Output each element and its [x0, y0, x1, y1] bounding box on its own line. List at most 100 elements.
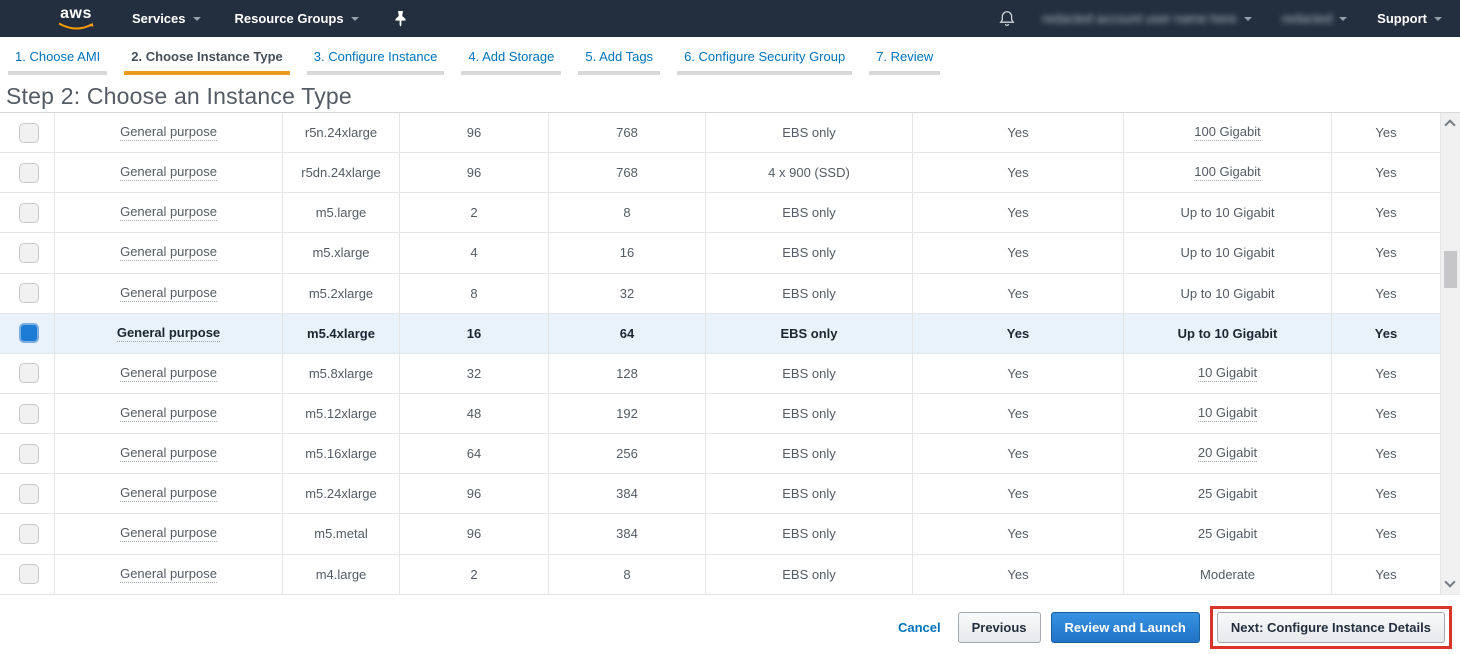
instance-type-cell: m5.metal	[283, 514, 400, 554]
ipv6-support-cell: Yes	[1332, 113, 1441, 153]
instance-storage-cell: EBS only	[706, 113, 913, 153]
table-row[interactable]: General purpose r5dn.24xlarge 96 768 4 x…	[0, 153, 1441, 194]
wizard-tab-1[interactable]: 1. Choose AMI	[8, 43, 108, 75]
support-menu[interactable]: Support	[1377, 11, 1442, 26]
row-select-checkbox[interactable]	[19, 564, 39, 585]
network-performance-cell: Up to 10 Gigabit	[1124, 273, 1332, 313]
previous-button[interactable]: Previous	[957, 612, 1041, 643]
notifications-button[interactable]	[998, 9, 1016, 28]
family-tooltip-text: General purpose	[120, 204, 217, 222]
table-row[interactable]: General purpose r5n.24xlarge 96 768 EBS …	[0, 113, 1441, 154]
ipv6-support-cell: Yes	[1332, 474, 1441, 514]
table-row[interactable]: General purpose m5.16xlarge 64 256 EBS o…	[0, 434, 1441, 475]
page-title: Step 2: Choose an Instance Type	[6, 83, 352, 109]
network-performance-text: 25 Gigabit	[1197, 486, 1258, 502]
ipv6-support-cell: Yes	[1332, 313, 1441, 353]
chevron-down-icon	[192, 16, 201, 21]
family-cell: General purpose	[55, 113, 283, 153]
row-select-checkbox[interactable]	[19, 443, 39, 464]
wizard-tab-4[interactable]: 4. Add Storage	[461, 43, 562, 75]
pin-icon	[395, 11, 406, 27]
table-row[interactable]: General purpose m5.large 2 8 EBS only Ye…	[0, 193, 1441, 234]
review-and-launch-button[interactable]: Review and Launch	[1050, 612, 1200, 643]
aws-logo-text: aws	[60, 5, 92, 22]
chevron-down-icon	[1243, 16, 1252, 21]
chevron-down-icon	[350, 16, 359, 21]
vcpus-cell: 8	[400, 273, 549, 313]
instance-type-cell: m5.16xlarge	[283, 434, 400, 474]
table-row[interactable]: General purpose m5.12xlarge 48 192 EBS o…	[0, 393, 1441, 435]
table-row[interactable]: General purpose m5.24xlarge 96 384 EBS o…	[0, 474, 1441, 515]
ebs-optimized-cell: Yes	[913, 113, 1124, 153]
network-performance-cell: 25 Gigabit	[1124, 514, 1332, 554]
wizard-tab-label: 5. Add Tags	[585, 49, 654, 64]
scroll-down-arrow-icon[interactable]	[1444, 576, 1456, 588]
row-select-checkbox[interactable]	[19, 323, 39, 344]
row-select-checkbox[interactable]	[19, 122, 39, 143]
scrollbar-thumb[interactable]	[1444, 251, 1457, 288]
instance-storage-cell: EBS only	[706, 313, 913, 353]
ebs-optimized-cell: Yes	[913, 233, 1124, 273]
pin-shortcut-button[interactable]	[393, 10, 408, 27]
memory-cell: 8	[549, 554, 706, 594]
table-row[interactable]: General purpose m4.large 2 8 EBS only Ye…	[0, 554, 1441, 595]
checkbox-cell	[0, 153, 55, 193]
row-select-checkbox[interactable]	[19, 523, 39, 544]
network-performance-text: Moderate	[1200, 566, 1255, 582]
chevron-down-icon	[1339, 16, 1348, 21]
scroll-up-arrow-icon[interactable]	[1444, 119, 1456, 131]
wizard-tab-6[interactable]: 6. Configure Security Group	[677, 43, 853, 75]
ebs-optimized-cell: Yes	[913, 434, 1124, 474]
memory-cell: 192	[549, 393, 706, 434]
network-performance-text: 100 Gigabit	[1194, 124, 1261, 142]
ipv6-support-cell: Yes	[1332, 193, 1441, 233]
vertical-scrollbar[interactable]	[1441, 113, 1460, 594]
row-select-checkbox[interactable]	[19, 283, 39, 304]
row-select-checkbox[interactable]	[19, 483, 39, 504]
memory-cell: 384	[549, 514, 706, 554]
checkbox-cell	[0, 353, 55, 393]
table-row[interactable]: General purpose m5.2xlarge 8 32 EBS only…	[0, 273, 1441, 314]
instance-storage-cell: EBS only	[706, 554, 913, 594]
cancel-link[interactable]: Cancel	[897, 620, 941, 635]
family-cell: General purpose	[55, 353, 283, 393]
wizard-tab-label: 4. Add Storage	[468, 49, 555, 64]
family-cell: General purpose	[55, 554, 283, 594]
region-menu-redacted[interactable]: redacted	[1282, 11, 1348, 26]
ebs-optimized-cell: Yes	[913, 273, 1124, 313]
ebs-optimized-cell: Yes	[913, 313, 1124, 353]
bell-icon	[999, 11, 1015, 26]
services-menu[interactable]: Services	[132, 11, 201, 26]
wizard-tab-label: 2. Choose Instance Type	[131, 49, 283, 64]
instance-type-cell: m4.large	[283, 554, 400, 594]
ipv6-support-cell: Yes	[1332, 393, 1441, 434]
table-row[interactable]: General purpose m5.xlarge 4 16 EBS only …	[0, 233, 1441, 274]
table-row[interactable]: General purpose m5.8xlarge 32 128 EBS on…	[0, 353, 1441, 394]
row-select-checkbox[interactable]	[19, 242, 39, 263]
family-tooltip-text: General purpose	[120, 364, 217, 382]
next-configure-instance-details-button[interactable]: Next: Configure Instance Details	[1216, 612, 1445, 643]
wizard-tab-5[interactable]: 5. Add Tags	[578, 43, 661, 75]
row-select-checkbox[interactable]	[19, 363, 39, 384]
memory-cell: 384	[549, 474, 706, 514]
row-select-checkbox[interactable]	[19, 202, 39, 223]
wizard-tab-label: 1. Choose AMI	[15, 49, 101, 64]
table-row[interactable]: General purpose m5.metal 96 384 EBS only…	[0, 514, 1441, 555]
table-row[interactable]: General purpose m5.4xlarge 16 64 EBS onl…	[0, 313, 1441, 354]
checkbox-cell	[0, 393, 55, 434]
row-select-checkbox[interactable]	[19, 403, 39, 424]
network-performance-text: 25 Gigabit	[1197, 526, 1258, 542]
instance-type-cell: m5.large	[283, 193, 400, 233]
family-cell: General purpose	[55, 153, 283, 193]
account-menu-redacted[interactable]: redacted account user name here	[1042, 11, 1252, 26]
aws-logo[interactable]: aws	[58, 6, 94, 31]
network-performance-cell: 10 Gigabit	[1124, 393, 1332, 434]
wizard-tab-3[interactable]: 3. Configure Instance	[306, 43, 445, 75]
wizard-tab-7[interactable]: 7. Review	[869, 43, 941, 75]
family-cell: General purpose	[55, 474, 283, 514]
resource-groups-menu[interactable]: Resource Groups	[235, 11, 359, 26]
network-performance-cell: 20 Gigabit	[1124, 434, 1332, 474]
row-select-checkbox[interactable]	[19, 162, 39, 183]
wizard-tab-2[interactable]: 2. Choose Instance Type	[124, 43, 290, 75]
family-cell: General purpose	[55, 273, 283, 313]
